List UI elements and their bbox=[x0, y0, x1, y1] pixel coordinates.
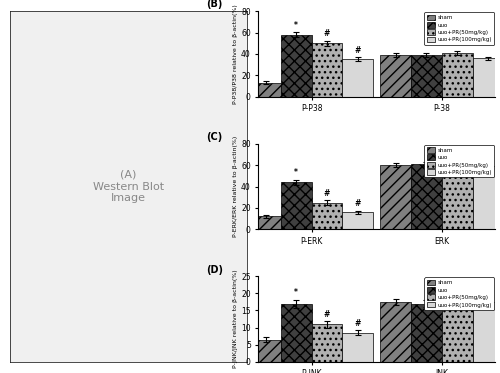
Bar bbox=[380, 55, 411, 97]
Legend: sham, uuo, uuo+PR(50mg/kg), uuo+PR(100mg/kg): sham, uuo, uuo+PR(50mg/kg), uuo+PR(100mg… bbox=[424, 145, 494, 177]
Text: (A)
Western Blot
Image: (A) Western Blot Image bbox=[92, 170, 164, 203]
Y-axis label: P-ERK/ERK relative to β-actin(%): P-ERK/ERK relative to β-actin(%) bbox=[233, 136, 238, 237]
Bar bbox=[411, 55, 442, 97]
Bar bbox=[342, 333, 373, 362]
Bar bbox=[411, 304, 442, 362]
Text: (B): (B) bbox=[206, 0, 222, 9]
Bar bbox=[472, 302, 500, 362]
Bar bbox=[281, 182, 312, 229]
Bar bbox=[342, 59, 373, 97]
Bar bbox=[312, 43, 342, 97]
Text: #: # bbox=[324, 29, 330, 38]
Bar bbox=[472, 166, 500, 229]
Text: *: * bbox=[294, 288, 298, 297]
Text: (D): (D) bbox=[206, 264, 224, 275]
Text: #: # bbox=[324, 189, 330, 198]
Bar bbox=[312, 324, 342, 362]
Bar bbox=[442, 300, 472, 362]
Legend: sham, uuo, uuo+PR(50mg/kg), uuo+PR(100mg/kg): sham, uuo, uuo+PR(50mg/kg), uuo+PR(100mg… bbox=[424, 12, 494, 45]
Y-axis label: P-JNK/JNK relative to β-actin(%): P-JNK/JNK relative to β-actin(%) bbox=[234, 270, 238, 369]
Bar bbox=[472, 58, 500, 97]
Bar bbox=[442, 53, 472, 97]
Bar bbox=[342, 212, 373, 229]
Bar bbox=[411, 164, 442, 229]
Bar bbox=[380, 302, 411, 362]
Bar bbox=[250, 216, 281, 229]
Text: #: # bbox=[354, 46, 361, 55]
Bar bbox=[442, 164, 472, 229]
Legend: sham, uuo, uuo+PR(50mg/kg), uuo+PR(100mg/kg): sham, uuo, uuo+PR(50mg/kg), uuo+PR(100mg… bbox=[424, 278, 494, 310]
Text: #: # bbox=[354, 200, 361, 209]
Bar bbox=[281, 35, 312, 97]
Text: #: # bbox=[354, 319, 361, 328]
Bar bbox=[281, 304, 312, 362]
Text: #: # bbox=[324, 310, 330, 319]
Y-axis label: P-P38/P38 relative to β-actin(%): P-P38/P38 relative to β-actin(%) bbox=[233, 4, 238, 104]
Text: *: * bbox=[294, 169, 298, 178]
Text: (C): (C) bbox=[206, 132, 222, 142]
Bar bbox=[312, 203, 342, 229]
Text: *: * bbox=[294, 21, 298, 30]
Bar bbox=[380, 165, 411, 229]
Bar bbox=[250, 339, 281, 362]
Bar bbox=[250, 83, 281, 97]
